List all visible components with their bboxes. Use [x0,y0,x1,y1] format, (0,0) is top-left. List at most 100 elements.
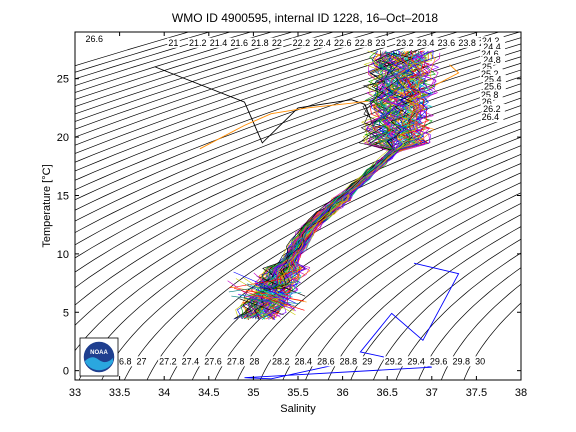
density-label: 29.8 [452,356,470,366]
isopycnal [75,32,397,138]
isopycnal [75,32,314,108]
x-tick-label: 35 [247,387,259,399]
isopycnal [75,105,521,352]
profile-line [253,272,296,312]
isopycnal [75,32,376,130]
density-label-bg [270,37,284,48]
density-label-bg [112,356,136,367]
profile-line [239,292,302,296]
x-tick-label: 33 [69,387,81,399]
isopycnal [350,226,521,380]
isopycnal [75,32,356,122]
isopycnal [169,145,521,380]
profile-line [249,296,290,299]
x-tick-label: 36 [336,387,348,399]
black-track [155,66,384,151]
density-label: 28.6 [317,356,335,366]
density-label: 25 [482,62,492,72]
profile-line [257,52,417,319]
profile-line [250,295,285,300]
density-label: 21.2 [189,38,207,48]
profile-lines [227,49,441,320]
y-tick-label: 25 [57,74,69,86]
density-label: 24.4 [483,42,501,52]
density-label-bg [480,61,494,72]
profile-line [229,278,283,289]
density-label-bg [208,37,232,48]
chart-title: WMO ID 4900595, internal ID 1228, 16–Oct… [172,11,438,25]
density-label: 21.8 [251,38,269,48]
y-axis: 0 5 10 15 20 25 [57,74,521,378]
density-label-bg [415,37,439,48]
density-label-bg [167,37,180,48]
x-tick-label: 38 [515,387,527,399]
density-label: 23.6 [438,38,456,48]
density-label: 29.4 [407,356,425,366]
isopycnal [305,203,521,380]
isopycnal [78,112,521,380]
profile-line [256,52,421,320]
density-label-bg [480,36,504,47]
density-label-bg [383,356,407,367]
density-label: 24.8 [483,55,501,65]
x-tick-label: 37 [426,387,438,399]
density-label: 27 [137,356,147,366]
profile-line [247,51,397,317]
x-tick-label: 33.5 [109,387,130,399]
isopycnal [373,238,521,380]
density-label: 25.8 [481,90,499,100]
density-label: 23.8 [458,38,476,48]
density-label: 27.2 [159,356,177,366]
y-tick-label: 5 [63,307,69,319]
profile-line [233,52,394,320]
density-label-bg [480,96,494,107]
density-label-bg [451,356,475,367]
isopycnal [259,182,521,380]
density-label-bg [374,37,387,48]
isopycnal [395,252,521,380]
isopycnal [75,32,501,181]
density-label-bg [436,37,460,48]
density-label-bg [480,49,503,60]
isopycnal [75,32,521,191]
density-label: 26.2 [483,104,501,114]
density-label: 22.2 [293,38,311,48]
profile-line [233,271,285,295]
profile-line [250,51,406,319]
density-label-bg [84,33,108,44]
density-label-bg [158,356,181,367]
density-label-bg [248,356,261,367]
density-label-bg [482,42,506,53]
isopycnal [75,32,335,115]
x-axis: 33 33.5 34 34.5 35 35.5 36 36.5 37 37.5 38 [69,32,527,399]
density-label-bg [333,37,356,48]
density-label-bg [395,37,418,48]
density-label: 26 [482,97,492,107]
density-label-bg [480,112,504,123]
density-label: 22 [272,38,282,48]
density-label-bg [483,74,506,85]
density-label: 28.4 [295,356,313,366]
density-label-bg [316,356,339,367]
blue-track [244,262,460,380]
density-label-bg [312,37,336,48]
isopycnal [282,192,521,380]
isopycnal [75,97,521,326]
noaa-logo: NOAA [79,337,119,377]
density-label: 24.2 [482,36,500,46]
plot-area [75,32,521,380]
density-label: 27.8 [227,356,245,366]
density-label: 21.4 [210,38,228,48]
density-label: 27.4 [182,356,200,366]
isopycnal [75,32,273,93]
density-label-bg [250,37,273,48]
profile-line [237,293,295,310]
isopycnal [75,32,252,87]
density-label: 23.2 [396,38,414,48]
isopycnal [75,32,438,154]
y-tick-label: 10 [57,249,69,261]
profile-line [248,284,285,297]
density-label-bg [406,356,430,367]
density-label: 23.4 [417,38,435,48]
